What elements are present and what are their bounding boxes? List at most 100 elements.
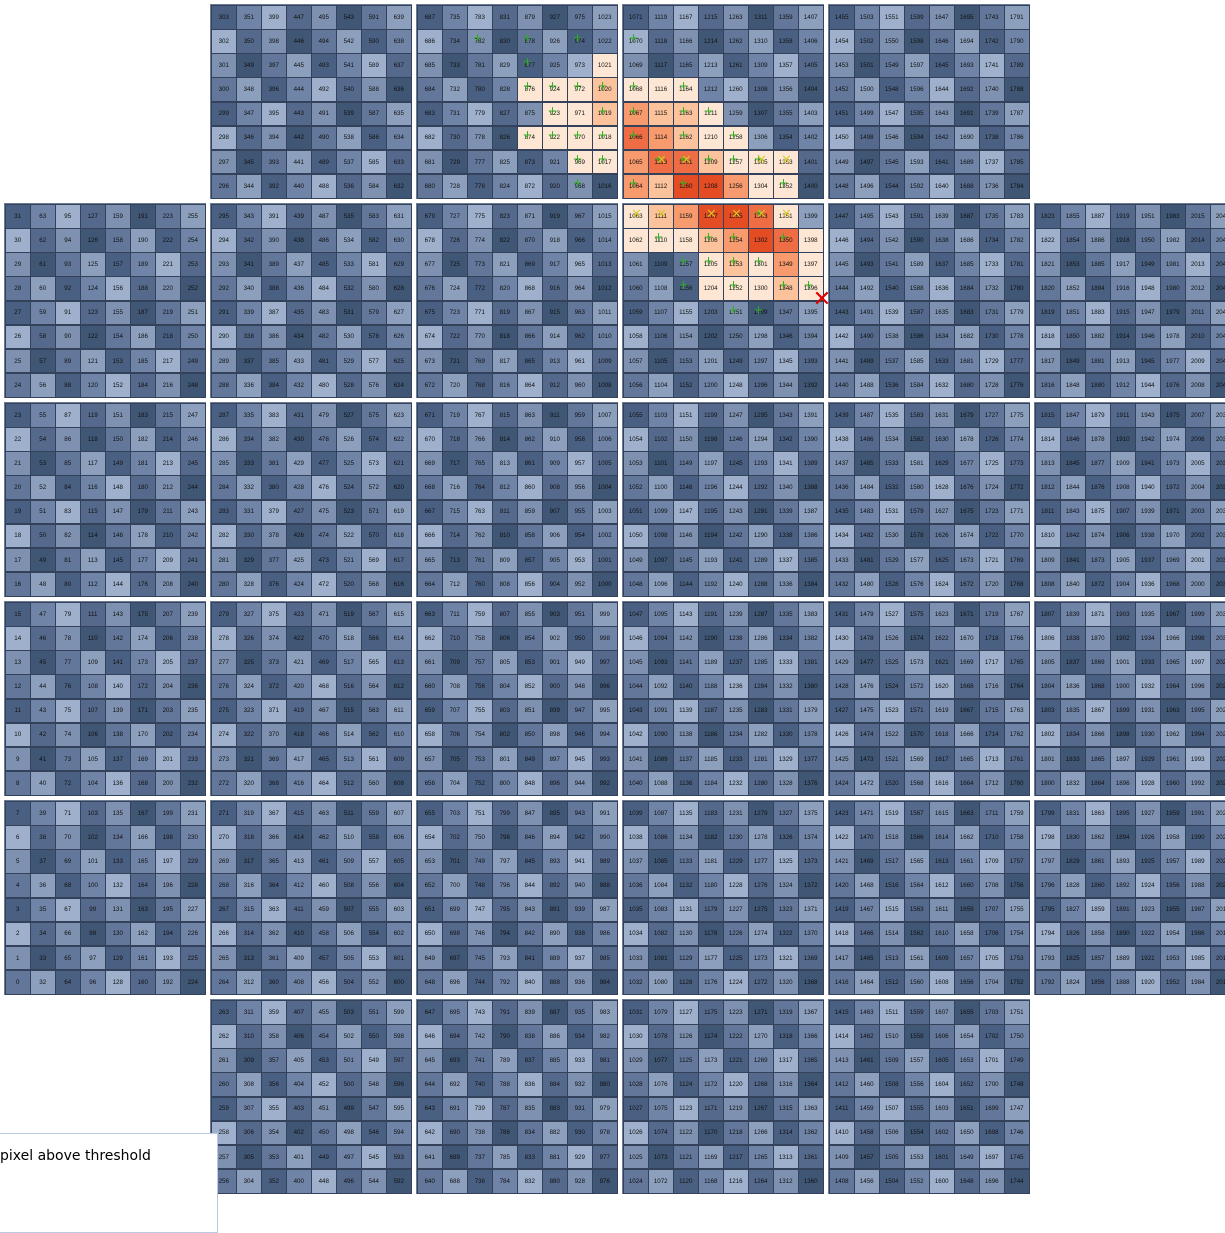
camera-pixel[interactable]: 677 <box>417 252 443 277</box>
camera-pixel[interactable]: 884 <box>542 1072 568 1097</box>
camera-pixel[interactable]: 1597 <box>904 53 930 78</box>
camera-pixel[interactable]: 1225 <box>723 945 749 971</box>
camera-pixel[interactable]: 625 <box>386 348 412 374</box>
camera-pixel[interactable]: 1113 <box>648 149 674 175</box>
camera-pixel[interactable]: 1098 <box>648 523 674 549</box>
camera-pixel[interactable]: 416 <box>286 770 312 796</box>
camera-pixel[interactable]: 642 <box>417 1120 443 1146</box>
camera-pixel[interactable]: 1998 <box>1185 626 1211 651</box>
camera-pixel[interactable]: 1992 <box>1185 770 1211 796</box>
camera-pixel[interactable]: 1265 <box>748 1144 774 1170</box>
camera-pixel[interactable]: 1754 <box>1004 921 1030 947</box>
camera-pixel[interactable]: 991 <box>592 801 618 826</box>
camera-pixel[interactable]: 1371 <box>798 897 824 923</box>
camera-pixel[interactable]: 1620 <box>929 674 955 699</box>
camera-pixel[interactable]: 973 <box>567 53 593 78</box>
camera-pixel[interactable]: 1038 <box>623 825 649 850</box>
camera-pixel[interactable]: 1024 <box>623 1168 649 1194</box>
camera-pixel[interactable]: 89 <box>55 348 81 374</box>
camera-pixel[interactable]: 1784 <box>1004 173 1030 199</box>
camera-pixel[interactable]: 1735 <box>979 204 1005 229</box>
camera-pixel[interactable]: 1056 <box>623 372 649 398</box>
camera-pixel[interactable]: 809 <box>492 547 518 573</box>
camera-pixel[interactable]: 1608 <box>929 969 955 995</box>
camera-pixel[interactable]: 467 <box>311 698 337 724</box>
camera-pixel[interactable]: 559 <box>361 801 387 826</box>
camera-pixel[interactable]: 1955 <box>1160 897 1186 923</box>
camera-pixel[interactable]: 1093 <box>648 650 674 675</box>
camera-pixel[interactable]: 1635 <box>929 300 955 326</box>
camera-pixel[interactable]: 34 <box>30 921 56 947</box>
camera-pixel[interactable]: 13 <box>5 650 31 675</box>
camera-pixel[interactable]: 112 <box>80 571 106 597</box>
camera-pixel[interactable]: 403 <box>286 1096 312 1122</box>
camera-pixel[interactable]: 1163 <box>673 101 699 127</box>
camera-pixel[interactable]: 602 <box>386 921 412 947</box>
camera-pixel[interactable]: 1177 <box>698 945 724 971</box>
camera-pixel[interactable]: 1285 <box>748 650 774 675</box>
camera-pixel[interactable]: 669 <box>417 451 443 476</box>
camera-pixel[interactable]: 1648 <box>954 1168 980 1194</box>
camera-pixel[interactable]: 1259 <box>723 101 749 127</box>
camera-pixel[interactable]: 1269 <box>748 1048 774 1073</box>
camera-pixel[interactable]: 1703 <box>979 1000 1005 1025</box>
camera-pixel[interactable]: 760 <box>467 571 493 597</box>
camera-pixel[interactable]: 1879 <box>1085 403 1111 428</box>
camera-pixel[interactable]: 982 <box>592 1024 618 1049</box>
camera-pixel[interactable]: 478 <box>311 427 337 452</box>
camera-pixel[interactable]: 367 <box>261 801 287 826</box>
camera-pixel[interactable]: 1523 <box>879 698 905 724</box>
camera-pixel[interactable]: 1906 <box>1110 523 1136 549</box>
camera-pixel[interactable]: 319 <box>236 801 262 826</box>
camera-pixel[interactable]: 1897 <box>1110 746 1136 772</box>
camera-pixel[interactable]: 1413 <box>829 1048 855 1073</box>
camera-pixel[interactable]: 692 <box>442 1072 468 1097</box>
camera-pixel[interactable]: 316 <box>236 873 262 898</box>
camera-pixel[interactable]: 1412 <box>829 1072 855 1097</box>
camera-pixel[interactable]: 1782 <box>1004 228 1030 253</box>
camera-pixel[interactable]: 1494 <box>854 228 880 253</box>
camera-pixel[interactable]: 678 <box>417 228 443 253</box>
camera-pixel[interactable]: 87 <box>55 403 81 428</box>
camera-pixel[interactable]: 1843 <box>1060 499 1086 525</box>
camera-pixel[interactable]: 1766 <box>1004 626 1030 651</box>
camera-pixel[interactable]: 1427 <box>829 698 855 724</box>
camera-pixel[interactable]: 1466 <box>854 921 880 947</box>
camera-pixel[interactable]: 812 <box>492 475 518 500</box>
camera-pixel[interactable]: 1484 <box>854 475 880 500</box>
camera-pixel[interactable]: 1276 <box>748 873 774 898</box>
camera-pixel[interactable]: 971 <box>567 101 593 127</box>
camera-pixel[interactable]: 1622 <box>929 626 955 651</box>
camera-pixel[interactable]: 1857 <box>1085 945 1111 971</box>
camera-pixel[interactable]: 987 <box>592 897 618 923</box>
camera-pixel[interactable]: 29 <box>5 252 31 277</box>
camera-pixel[interactable]: 1753 <box>1004 945 1030 971</box>
camera-pixel[interactable]: 0 <box>5 969 31 995</box>
camera-pixel[interactable]: 352 <box>261 1168 287 1194</box>
camera-pixel[interactable]: 397 <box>261 53 287 78</box>
camera-pixel[interactable]: 1405 <box>798 53 824 78</box>
camera-pixel[interactable]: 348 <box>236 77 262 102</box>
camera-pixel[interactable]: 1317 <box>773 1048 799 1073</box>
camera-pixel[interactable]: 806 <box>492 626 518 651</box>
camera-pixel[interactable]: 560 <box>361 770 387 796</box>
camera-pixel[interactable]: 1994 <box>1185 722 1211 748</box>
camera-pixel[interactable]: 1991 <box>1185 801 1211 826</box>
camera-pixel[interactable]: 1074 <box>648 1120 674 1146</box>
camera-pixel[interactable]: 930 <box>567 1120 593 1146</box>
camera-pixel[interactable]: 671 <box>417 403 443 428</box>
camera-pixel[interactable]: 546 <box>361 1120 387 1146</box>
camera-pixel[interactable]: 935 <box>567 1000 593 1025</box>
camera-pixel[interactable]: 877 <box>517 53 543 78</box>
camera-pixel[interactable]: 1446 <box>829 228 855 253</box>
camera-pixel[interactable]: 1095 <box>648 602 674 627</box>
camera-pixel[interactable]: 242 <box>180 523 206 549</box>
camera-pixel[interactable]: 666 <box>417 523 443 549</box>
camera-pixel[interactable]: 547 <box>361 1096 387 1122</box>
camera-pixel[interactable]: 1211 <box>698 101 724 127</box>
camera-pixel[interactable]: 854 <box>517 626 543 651</box>
camera-pixel[interactable]: 1010 <box>592 324 618 350</box>
camera-pixel[interactable]: 1430 <box>829 626 855 651</box>
camera-pixel[interactable]: 289 <box>211 348 237 374</box>
